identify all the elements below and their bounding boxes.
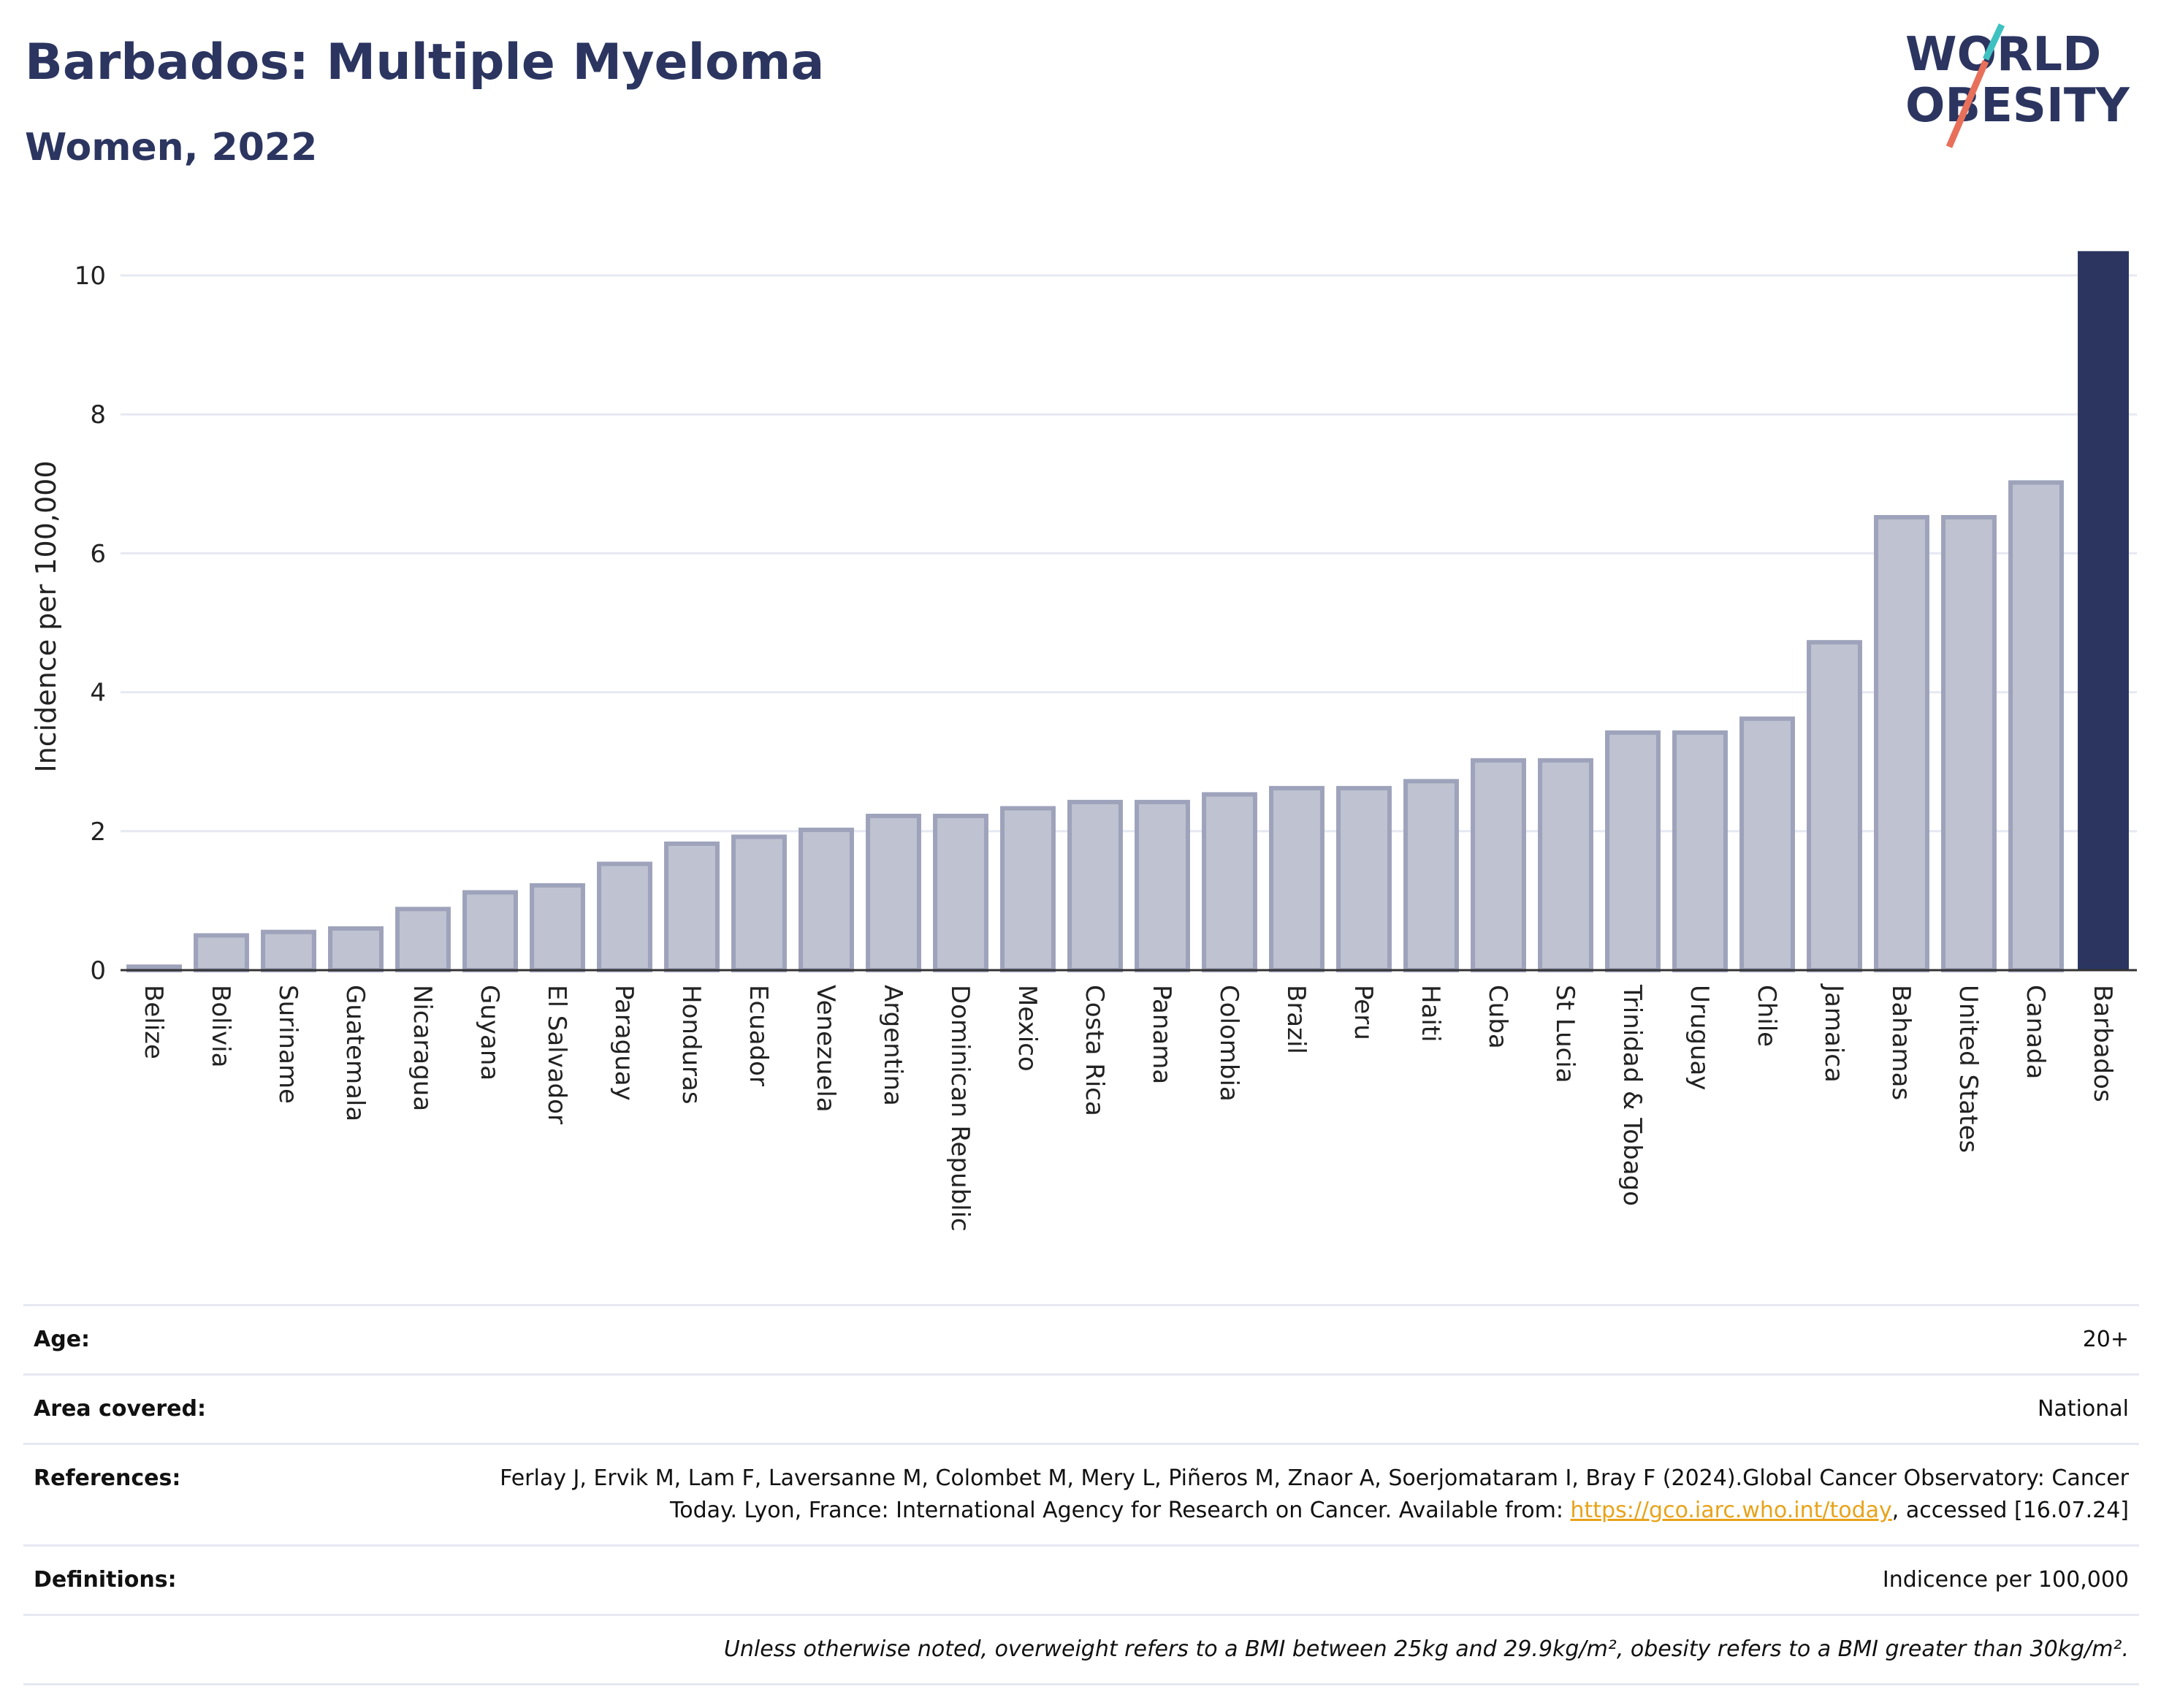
- references-value: Ferlay J, Ervik M, Lam F, Laversanne M, …: [472, 1463, 2129, 1527]
- bar-jamaica: [1807, 640, 1862, 972]
- bar-chile: [1739, 716, 1795, 972]
- x-tick-label: Barbados: [2088, 985, 2117, 1102]
- x-tick-label: Ecuador: [744, 985, 773, 1086]
- x-tick-label: Dominican Republic: [945, 985, 975, 1232]
- references-label: References:: [34, 1465, 181, 1491]
- x-tick-label: Nicaragua: [408, 985, 437, 1111]
- bar-haiti: [1403, 779, 1459, 972]
- x-tick-label: Colombia: [1214, 985, 1243, 1102]
- x-tick-label: Bahamas: [1886, 985, 1916, 1100]
- definitions-value: Indicence per 100,000: [1882, 1567, 2129, 1593]
- bar-ecuador: [731, 834, 787, 972]
- x-tick-label: Argentina: [878, 985, 907, 1106]
- bar-canada: [2008, 480, 2064, 972]
- area-value: National: [2037, 1396, 2129, 1422]
- bar-costa-rica: [1067, 799, 1123, 972]
- logo-line-world: WORLD: [1905, 28, 2101, 82]
- bar-uruguay: [1672, 730, 1728, 972]
- info-row-definitions: Definitions: Indicence per 100,000: [23, 1544, 2139, 1614]
- age-value: 20+: [2082, 1327, 2129, 1352]
- bar-colombia: [1202, 792, 1257, 973]
- x-tick-label: Chile: [1752, 985, 1781, 1047]
- x-tick-label: United States: [1954, 985, 1983, 1153]
- age-label: Age:: [34, 1327, 91, 1352]
- bar-honduras: [664, 841, 720, 973]
- info-row-note: Unless otherwise noted, overweight refer…: [23, 1614, 2139, 1685]
- bmi-note: Unless otherwise noted, overweight refer…: [723, 1636, 2129, 1662]
- x-tick-label: Jamaica: [1819, 983, 1848, 1083]
- info-row-area: Area covered: National: [23, 1373, 2139, 1443]
- bar-guyana: [462, 890, 518, 973]
- y-tick-label: 2: [90, 817, 106, 847]
- bar-venezuela: [799, 827, 854, 972]
- x-tick-label: Costa Rica: [1080, 985, 1109, 1116]
- bar-barbados: [2078, 251, 2129, 971]
- x-tick-label: Suriname: [273, 985, 302, 1104]
- bar-bolivia: [194, 933, 249, 973]
- bar-cuba: [1471, 758, 1526, 972]
- x-tick-label: Brazil: [1281, 985, 1311, 1054]
- references-link[interactable]: https://gco.iarc.who.int/today: [1570, 1498, 1892, 1523]
- logo-slash-coral: [1945, 60, 1989, 148]
- references-text: Ferlay J, Ervik M, Lam F, Laversanne M, …: [500, 1465, 2129, 1523]
- y-tick-label: 8: [90, 400, 106, 430]
- page-subtitle: Women, 2022: [25, 126, 318, 169]
- bar-suriname: [261, 929, 316, 973]
- x-tick-label: Peru: [1349, 985, 1378, 1040]
- x-tick-label: Belize: [139, 985, 168, 1059]
- references-suffix: , accessed [16.07.24]: [1891, 1498, 2129, 1523]
- page-title: Barbados: Multiple Myeloma: [25, 34, 825, 91]
- x-tick-label: Cuba: [1483, 985, 1512, 1049]
- x-tick-label: Uruguay: [1685, 985, 1714, 1091]
- y-tick-label: 10: [75, 262, 106, 291]
- area-label: Area covered:: [34, 1396, 206, 1422]
- y-tick-label: 4: [90, 679, 106, 708]
- y-tick-label: 6: [90, 539, 106, 568]
- x-tick-label: Panama: [1147, 985, 1176, 1084]
- x-tick-label: Haiti: [1416, 985, 1445, 1042]
- y-axis-label: Incidence per 100,000: [30, 460, 62, 772]
- x-tick-label: Guatemala: [340, 985, 370, 1121]
- x-tick-label: Venezuela: [811, 985, 840, 1113]
- bar-trinidad-tobago: [1605, 730, 1661, 972]
- definitions-label: Definitions:: [34, 1567, 177, 1593]
- logo-slash-teal: [1982, 23, 2005, 61]
- bar-argentina: [866, 813, 921, 973]
- bar-panama: [1135, 799, 1190, 972]
- x-tick-label: Guyana: [475, 985, 504, 1080]
- bar-brazil: [1269, 785, 1325, 972]
- bar-bahamas: [1874, 514, 1929, 972]
- x-tick-label: Paraguay: [609, 985, 639, 1101]
- x-tick-label: El Salvador: [542, 985, 571, 1124]
- y-tick-label: 0: [90, 956, 106, 985]
- x-tick-label: St Lucia: [1550, 985, 1579, 1083]
- bar-guatemala: [328, 926, 384, 972]
- bar-peru: [1336, 785, 1392, 972]
- bar-chart: 0 2 4 6 8 10 Incidence per 100,000 Belize Bolivi…: [30, 251, 2137, 1232]
- world-obesity-logo: WORLD OBESITY: [1905, 23, 2130, 148]
- bar-dominican-republic: [933, 813, 988, 973]
- logo-line-obesity: OBESITY: [1905, 79, 2130, 133]
- x-tick-label: Canada: [2021, 985, 2050, 1079]
- x-tick-label: Trinidad & Tobago: [1617, 984, 1647, 1206]
- bar-nicaragua: [395, 907, 451, 973]
- bar-el-salvador: [530, 882, 585, 972]
- bar-st-lucia: [1538, 758, 1593, 972]
- x-tick-label: Honduras: [676, 985, 706, 1105]
- bar-mexico: [1000, 806, 1056, 972]
- info-row-references: References: Ferlay J, Ervik M, Lam F, La…: [23, 1443, 2139, 1544]
- x-tick-label: Bolivia: [206, 985, 235, 1067]
- info-row-age: Age: 20+: [23, 1304, 2139, 1373]
- x-tick-label: Mexico: [1013, 985, 1042, 1072]
- info-table: Age: 20+ Area covered: National Referenc…: [23, 1304, 2139, 1685]
- bar-paraguay: [597, 861, 652, 972]
- bar-united-states: [1941, 514, 1997, 972]
